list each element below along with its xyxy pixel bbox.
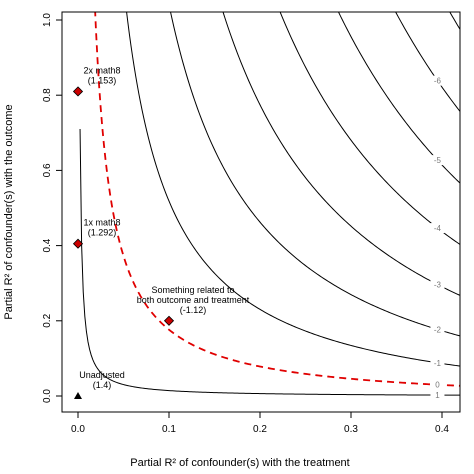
benchmark-point <box>72 238 84 249</box>
contour-line <box>395 12 460 112</box>
contour-label-bg <box>430 75 445 86</box>
contour-line <box>170 12 460 337</box>
contour-label-bg <box>430 223 445 234</box>
benchmark-point <box>72 86 84 97</box>
benchmark-points <box>72 86 175 399</box>
x-axis-title: Partial R² of confounder(s) with the tre… <box>130 457 349 469</box>
benchmark-label: (-1.12) <box>180 305 207 315</box>
benchmark-label: Something related to <box>151 285 234 295</box>
y-tick-label: 0.0 <box>42 389 53 403</box>
benchmark-label: (1.292) <box>88 228 117 238</box>
contour-label: -1 <box>434 359 442 368</box>
y-tick-label: 0.6 <box>42 163 53 177</box>
x-tick-label: 0.1 <box>162 424 176 435</box>
benchmark-label: 1x math8 <box>83 218 120 228</box>
contour-lines <box>79 12 460 396</box>
contour-label: -4 <box>434 224 442 233</box>
x-tick-label: 0.3 <box>344 424 358 435</box>
threshold-contour-line <box>94 12 460 387</box>
contour-label-bg <box>430 390 445 401</box>
contour-label: -5 <box>434 156 442 165</box>
benchmark-label: 2x math8 <box>83 65 120 75</box>
benchmark-label: both outcome and treatment <box>137 295 250 305</box>
benchmark-annotations: Unadjusted(1.4) 1x math8(1.292) 2x math8(1… <box>79 65 250 390</box>
contour-line <box>449 12 460 30</box>
x-axis: 0.0 0.1 0.2 0.3 0.4 <box>71 412 449 435</box>
contour-label-bg <box>430 379 445 390</box>
plot-frame <box>61 11 461 413</box>
contour-label: -6 <box>434 77 442 86</box>
contour-label: 1 <box>435 391 440 400</box>
contour-label-bg <box>430 279 445 290</box>
benchmark-label: (1.153) <box>88 75 117 85</box>
contour-line <box>279 12 460 246</box>
y-tick-label: 0.8 <box>42 88 53 102</box>
contour-labels: 10 -1 -2 -3 -4 -5 -6 <box>430 75 445 401</box>
contour-label-bg <box>430 357 445 368</box>
contour-label: 0 <box>435 381 440 390</box>
contour-label-bg <box>430 324 445 335</box>
contour-label: -3 <box>434 281 442 290</box>
benchmark-label: Unadjusted <box>79 370 125 380</box>
y-tick-label: 0.4 <box>42 238 53 252</box>
benchmark-point <box>163 315 175 326</box>
y-axis: 0.0 0.2 0.4 0.6 0.8 1.0 <box>42 13 62 403</box>
x-tick-label: 0.2 <box>253 424 267 435</box>
unadjusted-point <box>74 392 82 399</box>
y-tick-label: 0.2 <box>42 313 53 327</box>
y-tick-label: 1.0 <box>42 13 53 27</box>
contour-label-bg <box>430 155 445 166</box>
benchmark-label: (1.4) <box>93 380 112 390</box>
x-tick-label: 0.4 <box>435 424 449 435</box>
y-axis-title: Partial R² of confounder(s) with the out… <box>3 104 15 319</box>
contour-line <box>126 12 460 367</box>
contour-line <box>222 12 460 296</box>
contour-label: -2 <box>434 325 442 334</box>
contour-line <box>79 128 460 396</box>
x-tick-label: 0.0 <box>71 424 85 435</box>
